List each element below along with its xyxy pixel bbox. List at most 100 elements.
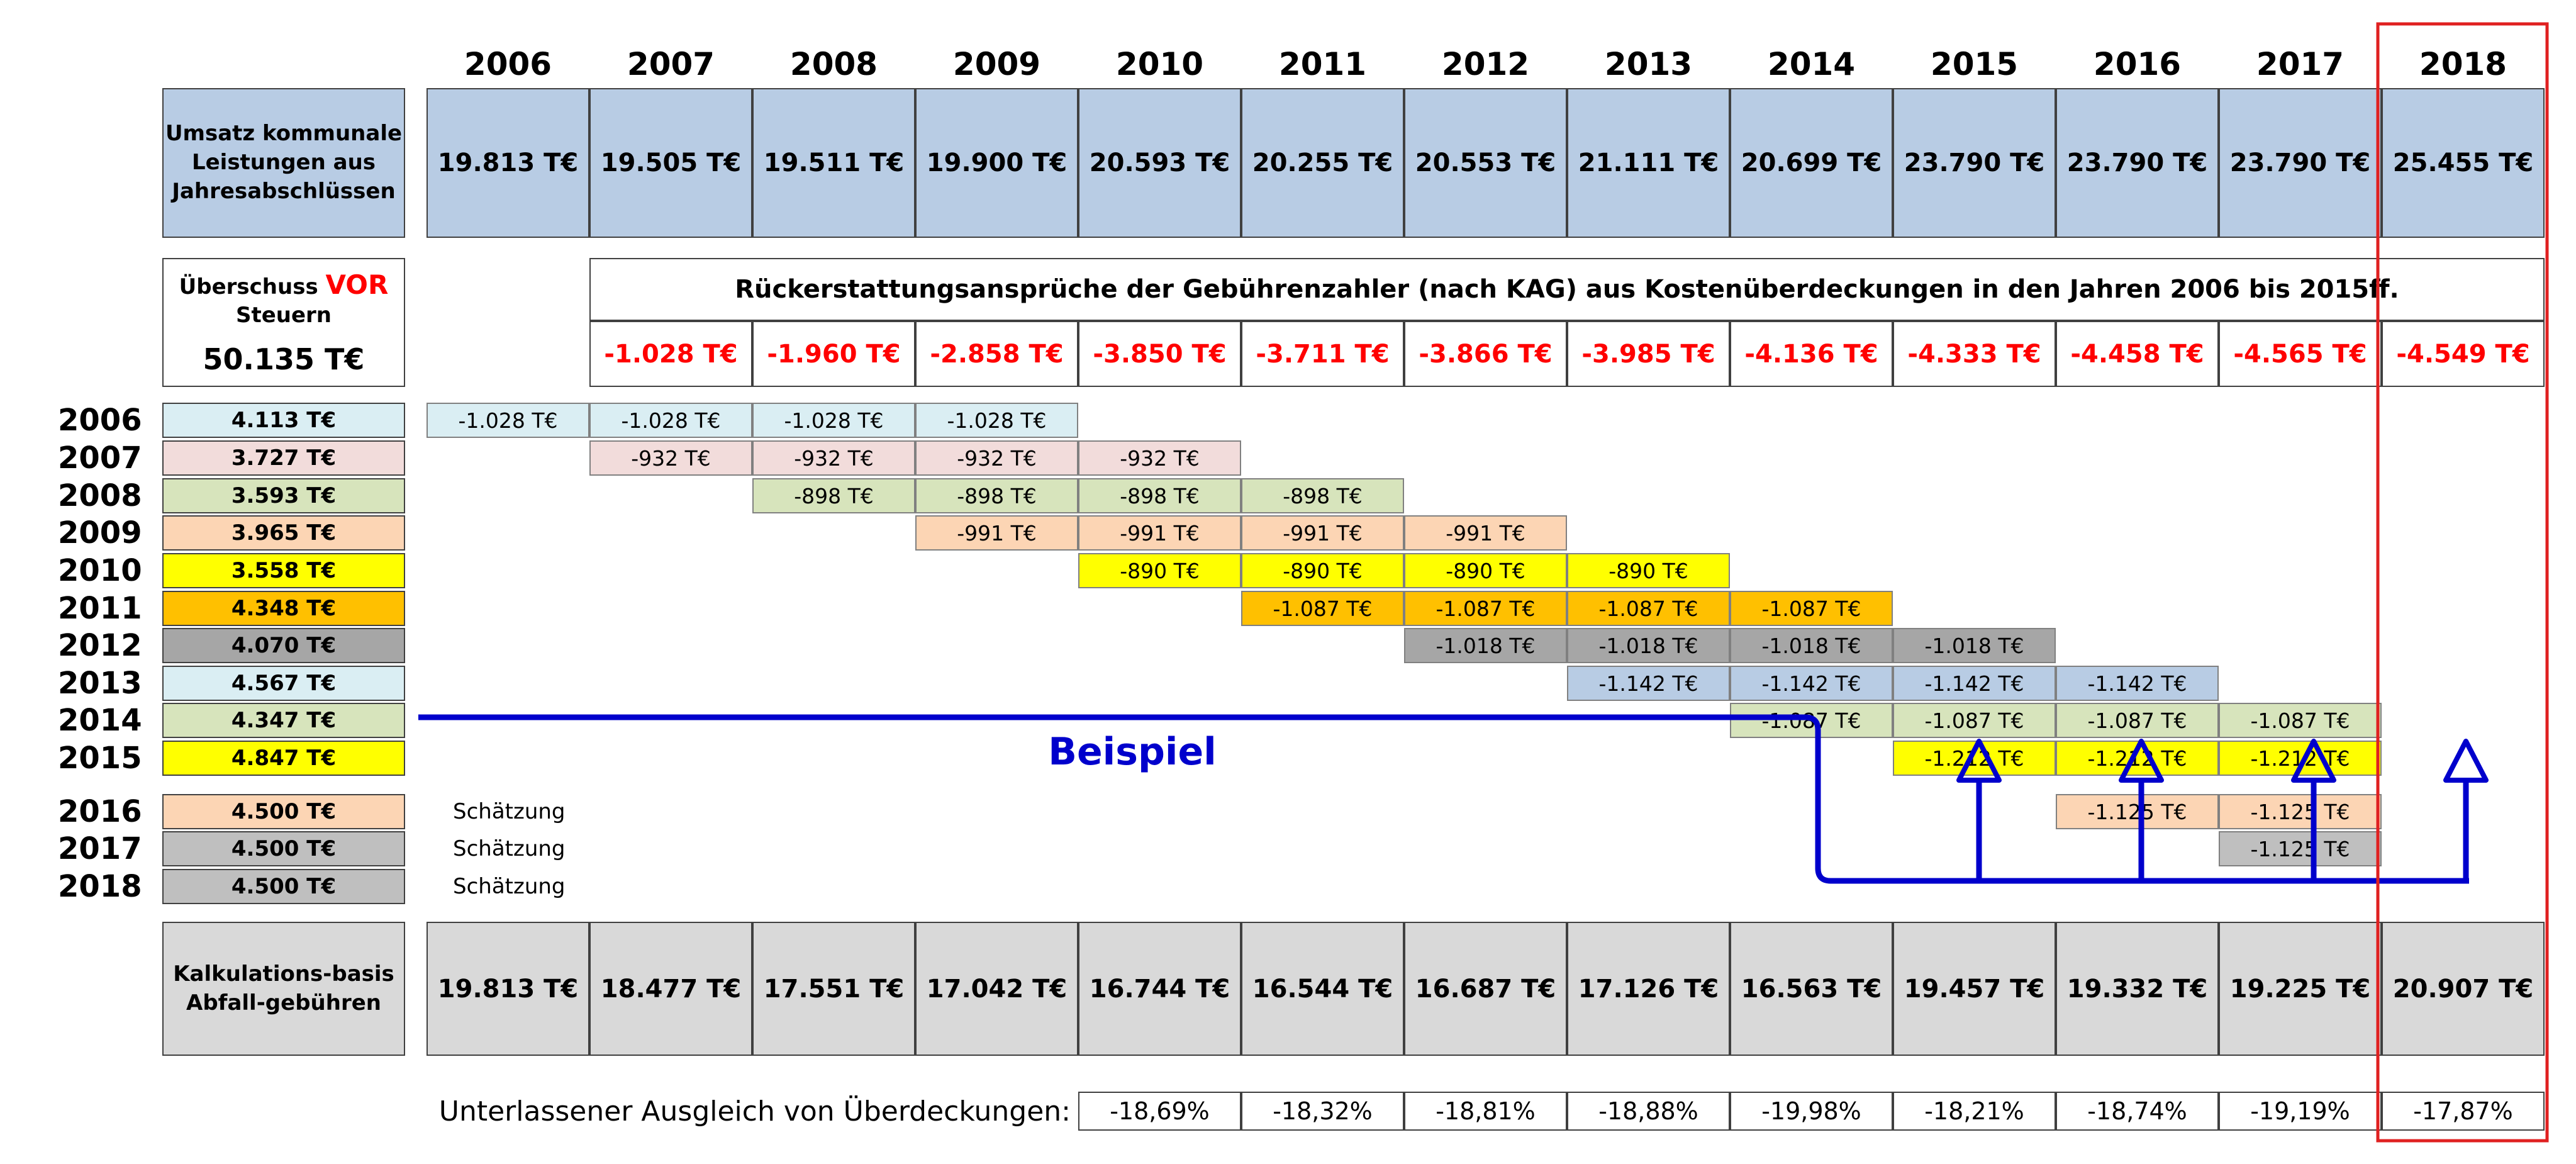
arrow-connector-line [418, 714, 2469, 884]
umsatz-value: 20.553 T€ [1404, 88, 1567, 238]
row-year-label: 2014 [58, 703, 142, 738]
row-value: 3.593 T€ [162, 478, 405, 513]
row-year-label: 2011 [58, 591, 142, 626]
rueckerstattung-total: -4.549 T€ [2382, 321, 2545, 387]
refund-cell: -890 T€ [1404, 553, 1567, 588]
refund-cell: -1.142 T€ [1567, 666, 1730, 701]
refund-cell: -1.142 T€ [2056, 666, 2219, 701]
umsatz-value: 25.455 T€ [2382, 88, 2545, 238]
refund-cell: -1.018 T€ [1567, 628, 1730, 663]
umsatz-value: 20.255 T€ [1241, 88, 1404, 238]
refund-cell: -890 T€ [1241, 553, 1404, 588]
kalkulation-value: 20.907 T€ [2382, 922, 2545, 1056]
refund-cell: -1.125 T€ [2219, 831, 2382, 866]
refund-cell: -1.212 T€ [2219, 741, 2382, 776]
row-value: 4.070 T€ [162, 628, 405, 663]
ausgleich-value: -18,69% [1078, 1092, 1241, 1131]
row-year-label: 2015 [58, 741, 142, 776]
refund-cell: -1.212 T€ [1893, 741, 2056, 776]
ausgleich-value: -19,19% [2219, 1092, 2382, 1131]
arrow-head [1956, 739, 2002, 783]
year-header-2018: 2018 [2419, 46, 2507, 82]
ausgleich-value: -18,32% [1241, 1092, 1404, 1131]
refund-cell: -1.087 T€ [2219, 703, 2382, 738]
refund-cell: -932 T€ [752, 440, 915, 476]
ausgleich-value: -18,81% [1404, 1092, 1567, 1131]
year-header-2011: 2011 [1278, 46, 1367, 82]
refund-cell: -1.087 T€ [1730, 591, 1893, 626]
umsatz-value: 23.790 T€ [2219, 88, 2382, 238]
row-value: 3.558 T€ [162, 553, 405, 588]
rueckerstattung-total: -3.711 T€ [1241, 321, 1404, 387]
rueckerstattung-total: -2.858 T€ [915, 321, 1078, 387]
ausgleich-value: -18,74% [2056, 1092, 2219, 1131]
row-year-label: 2017 [58, 831, 142, 866]
year-header-2014: 2014 [1767, 46, 1856, 82]
kalkulation-value: 18.477 T€ [589, 922, 752, 1056]
arrow-head [2119, 739, 2164, 783]
row-value: 4.500 T€ [162, 794, 405, 829]
kalkulation-value: 19.332 T€ [2056, 922, 2219, 1056]
kalkulation-value: 16.687 T€ [1404, 922, 1567, 1056]
refund-cell: -898 T€ [752, 478, 915, 513]
row-value: 4.567 T€ [162, 666, 405, 701]
refund-cell: -1.087 T€ [1404, 591, 1567, 626]
refund-cell: -932 T€ [589, 440, 752, 476]
year-header-2016: 2016 [2093, 46, 2182, 82]
row-value: 4.847 T€ [162, 741, 405, 776]
rueckerstattung-total: -4.458 T€ [2056, 321, 2219, 387]
refund-cell: -1.028 T€ [915, 403, 1078, 438]
arrow-head [2443, 739, 2489, 783]
year-header-2008: 2008 [789, 46, 878, 82]
refund-cell: -991 T€ [1241, 515, 1404, 551]
refund-cell: -1.087 T€ [1893, 703, 2056, 738]
ueberschuss-label-emph: VOR [325, 269, 389, 300]
kalkulation-value: 16.544 T€ [1241, 922, 1404, 1056]
row-year-label: 2016 [58, 794, 142, 829]
refund-cell: -1.142 T€ [1893, 666, 2056, 701]
kalkulation-label: Kalkulations-basis Abfall-gebühren [162, 922, 405, 1056]
refund-cell: -898 T€ [1241, 478, 1404, 513]
row-value: 3.965 T€ [162, 515, 405, 551]
estimate-note: Schätzung [453, 874, 566, 899]
ausgleich-value: -19,98% [1730, 1092, 1893, 1131]
kalkulation-value: 17.126 T€ [1567, 922, 1730, 1056]
year-header-2007: 2007 [627, 46, 715, 82]
row-value: 4.348 T€ [162, 591, 405, 626]
refund-cell: -898 T€ [1078, 478, 1241, 513]
kalkulation-value: 16.744 T€ [1078, 922, 1241, 1056]
umsatz-value: 19.813 T€ [427, 88, 589, 238]
row-value: 4.500 T€ [162, 869, 405, 904]
refund-cell: -1.028 T€ [427, 403, 589, 438]
refund-cell: -991 T€ [1404, 515, 1567, 551]
row-year-label: 2008 [58, 478, 142, 513]
kalkulation-value: 19.457 T€ [1893, 922, 2056, 1056]
refund-cell: -1.087 T€ [2056, 703, 2219, 738]
refund-cell: -890 T€ [1567, 553, 1730, 588]
refund-cell: -898 T€ [915, 478, 1078, 513]
estimate-note: Schätzung [453, 799, 566, 824]
refund-cell: -991 T€ [915, 515, 1078, 551]
year-header-2013: 2013 [1604, 46, 1693, 82]
row-year-label: 2012 [58, 628, 142, 663]
refund-cell: -991 T€ [1078, 515, 1241, 551]
umsatz-value: 23.790 T€ [2056, 88, 2219, 238]
kalkulation-value: 19.225 T€ [2219, 922, 2382, 1056]
ueberschuss-label-post: Steuern [235, 302, 332, 328]
umsatz-value: 20.593 T€ [1078, 88, 1241, 238]
year-header-2010: 2010 [1115, 46, 1204, 82]
refund-cell: -1.142 T€ [1730, 666, 1893, 701]
refund-cell: -1.018 T€ [1730, 628, 1893, 663]
kalkulation-value: 17.551 T€ [752, 922, 915, 1056]
rueckerstattung-total: -1.028 T€ [589, 321, 752, 387]
refund-cell: -1.028 T€ [589, 403, 752, 438]
rueckerstattung-total: -4.565 T€ [2219, 321, 2382, 387]
row-year-label: 2010 [58, 553, 142, 588]
refund-cell: -890 T€ [1078, 553, 1241, 588]
refund-cell: -1.087 T€ [1241, 591, 1404, 626]
ausgleich-value: -17,87% [2382, 1092, 2545, 1131]
umsatz-value: 19.900 T€ [915, 88, 1078, 238]
kalkulation-value: 16.563 T€ [1730, 922, 1893, 1056]
ausgleich-value: -18,21% [1893, 1092, 2056, 1131]
